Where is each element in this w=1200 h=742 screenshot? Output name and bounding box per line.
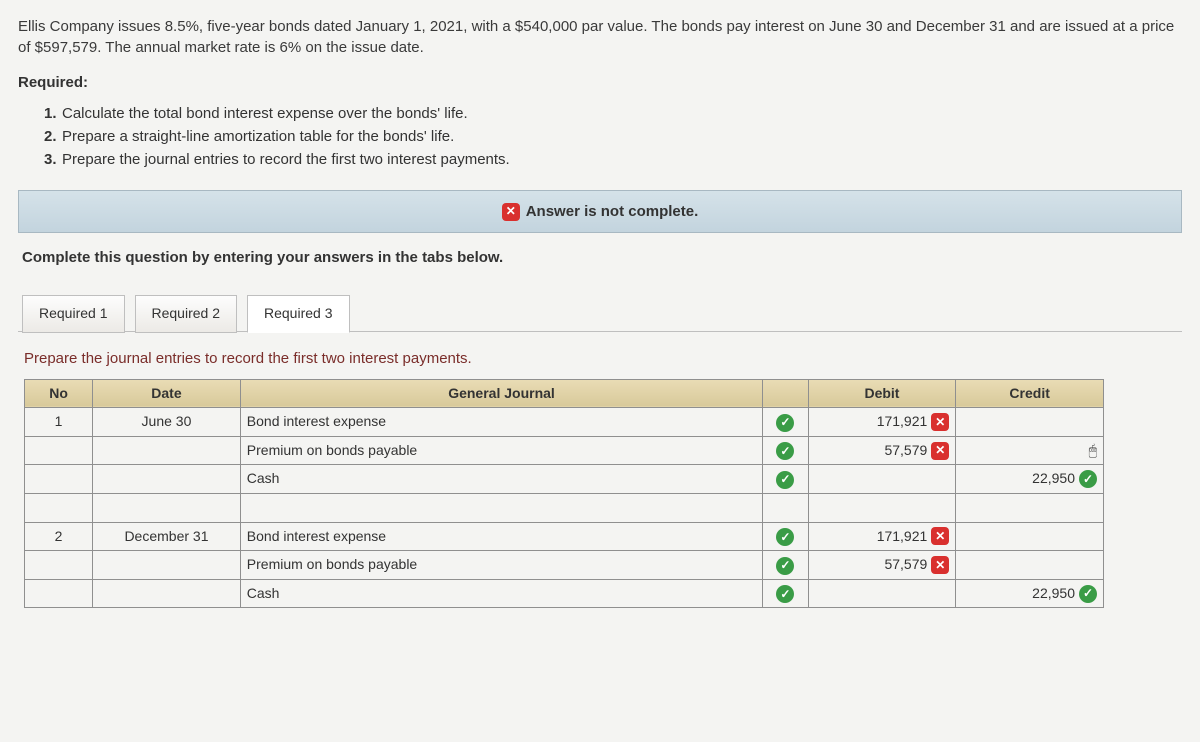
- cell-no[interactable]: 2: [25, 522, 93, 551]
- tab-required-1[interactable]: Required 1: [22, 295, 125, 333]
- cell-debit[interactable]: 171,921 ✕: [808, 408, 956, 437]
- cell-debit[interactable]: [808, 579, 956, 608]
- journal-table: No Date General Journal Debit Credit 1Ju…: [24, 379, 1104, 609]
- cell-credit[interactable]: 22,950 ✓: [956, 579, 1104, 608]
- cell-account[interactable]: [240, 493, 762, 522]
- cell-account[interactable]: Premium on bonds payable: [240, 551, 762, 580]
- cell-no[interactable]: [25, 579, 93, 608]
- check-icon: ✓: [776, 528, 794, 546]
- cursor-icon: 🖱: [1089, 441, 1097, 461]
- cell-credit[interactable]: [956, 522, 1104, 551]
- table-row: [25, 493, 1104, 522]
- cell-debit[interactable]: 57,579 ✕: [808, 436, 956, 465]
- cell-no[interactable]: [25, 551, 93, 580]
- tab-bar: Required 1 Required 2 Required 3: [22, 294, 1182, 332]
- cell-row-mark: ✓: [763, 551, 808, 580]
- cell-date[interactable]: [93, 551, 241, 580]
- cell-row-mark: ✓: [763, 522, 808, 551]
- check-icon: ✓: [1079, 585, 1097, 603]
- x-icon: ✕: [931, 556, 949, 574]
- requirements-list: 1.Calculate the total bond interest expe…: [44, 103, 1182, 170]
- table-row: Premium on bonds payable ✓ 57,579 ✕: [25, 551, 1104, 580]
- cell-credit[interactable]: 🖱: [956, 436, 1104, 465]
- cell-row-mark: ✓: [763, 408, 808, 437]
- cell-credit[interactable]: [956, 493, 1104, 522]
- cell-row-mark: [763, 493, 808, 522]
- cell-account[interactable]: Cash: [240, 579, 762, 608]
- header-debit: Debit: [808, 379, 956, 408]
- tab-required-2[interactable]: Required 2: [135, 295, 238, 333]
- problem-statement: Ellis Company issues 8.5%, five-year bon…: [18, 16, 1182, 58]
- tab-panel-required-3: Prepare the journal entries to record th…: [18, 331, 1182, 609]
- cell-row-mark: ✓: [763, 579, 808, 608]
- check-icon: ✓: [1079, 470, 1097, 488]
- cell-no[interactable]: [25, 436, 93, 465]
- cell-account[interactable]: Cash: [240, 465, 762, 494]
- panel-instruction: Prepare the journal entries to record th…: [24, 348, 1182, 369]
- check-icon: ✓: [776, 585, 794, 603]
- cell-credit[interactable]: [956, 408, 1104, 437]
- cell-debit[interactable]: [808, 493, 956, 522]
- cell-debit[interactable]: 57,579 ✕: [808, 551, 956, 580]
- table-row: Cash✓22,950 ✓: [25, 465, 1104, 494]
- header-credit: Credit: [956, 379, 1104, 408]
- cell-row-mark: ✓: [763, 465, 808, 494]
- cell-account[interactable]: Bond interest expense: [240, 522, 762, 551]
- required-heading: Required:: [18, 72, 1182, 93]
- cell-credit[interactable]: 22,950 ✓: [956, 465, 1104, 494]
- header-mark: [763, 379, 808, 408]
- cell-no[interactable]: 1: [25, 408, 93, 437]
- header-gj: General Journal: [240, 379, 762, 408]
- cell-no[interactable]: [25, 493, 93, 522]
- check-icon: ✓: [776, 471, 794, 489]
- cell-debit[interactable]: [808, 465, 956, 494]
- cell-no[interactable]: [25, 465, 93, 494]
- requirement-3: 3.Prepare the journal entries to record …: [44, 149, 1182, 170]
- check-icon: ✓: [776, 557, 794, 575]
- tab-required-3[interactable]: Required 3: [247, 295, 350, 333]
- tabs-instruction: Complete this question by entering your …: [22, 247, 1182, 268]
- x-icon: ✕: [931, 527, 949, 545]
- header-no: No: [25, 379, 93, 408]
- header-date: Date: [93, 379, 241, 408]
- table-row: 2December 31Bond interest expense ✓ 171,92…: [25, 522, 1104, 551]
- x-icon: ✕: [931, 413, 949, 431]
- cell-date[interactable]: [93, 465, 241, 494]
- status-banner: ✕ Answer is not complete.: [18, 190, 1182, 233]
- cell-credit[interactable]: [956, 551, 1104, 580]
- cell-date[interactable]: [93, 436, 241, 465]
- requirement-2: 2.Prepare a straight-line amortization t…: [44, 126, 1182, 147]
- cell-row-mark: ✓: [763, 436, 808, 465]
- cell-account[interactable]: Premium on bonds payable: [240, 436, 762, 465]
- cell-debit[interactable]: 171,921 ✕: [808, 522, 956, 551]
- table-header-row: No Date General Journal Debit Credit: [25, 379, 1104, 408]
- table-row: Cash✓22,950 ✓: [25, 579, 1104, 608]
- status-text: Answer is not complete.: [526, 201, 699, 222]
- cell-account[interactable]: Bond interest expense: [240, 408, 762, 437]
- requirement-1: 1.Calculate the total bond interest expe…: [44, 103, 1182, 124]
- check-icon: ✓: [776, 442, 794, 460]
- cell-date[interactable]: December 31: [93, 522, 241, 551]
- x-icon: ✕: [502, 203, 520, 221]
- cell-date[interactable]: June 30: [93, 408, 241, 437]
- check-icon: ✓: [776, 414, 794, 432]
- table-row: Premium on bonds payable ✓ 57,579 ✕ 🖱: [25, 436, 1104, 465]
- x-icon: ✕: [931, 442, 949, 460]
- cell-date[interactable]: [93, 493, 241, 522]
- table-row: 1June 30Bond interest expense ✓ 171,921 ✕: [25, 408, 1104, 437]
- cell-date[interactable]: [93, 579, 241, 608]
